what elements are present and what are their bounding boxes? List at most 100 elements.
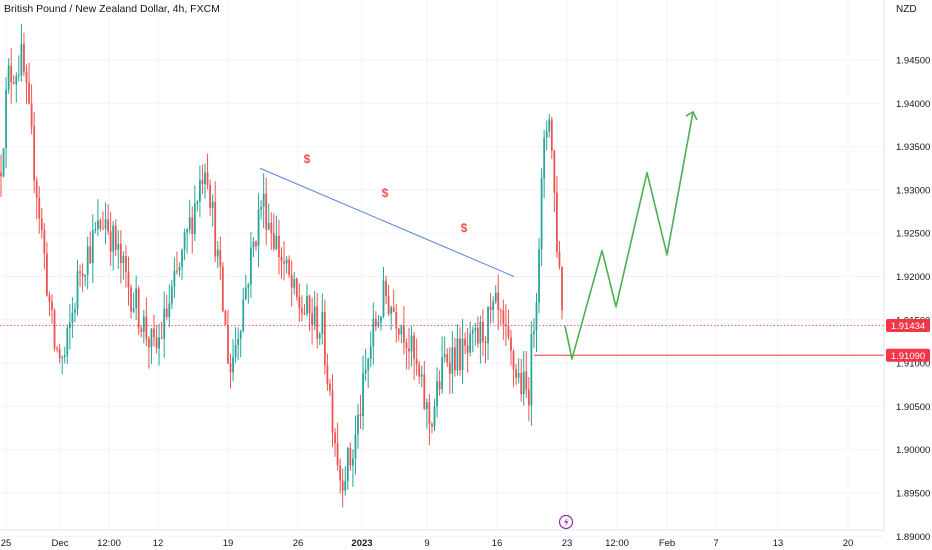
events-marker[interactable] <box>558 514 574 530</box>
candle-body <box>334 432 336 444</box>
candle-body <box>181 249 183 267</box>
candle-body <box>0 172 2 177</box>
candle-body <box>165 308 168 318</box>
candle-body <box>446 354 449 363</box>
y-tick-label: 1.91000 <box>896 359 930 370</box>
candle-body <box>372 318 375 347</box>
candle-body <box>438 381 441 390</box>
candle-body <box>262 193 265 207</box>
candle-body <box>7 65 10 90</box>
projection-path[interactable] <box>564 111 694 360</box>
candle-body <box>125 256 127 273</box>
candle-body <box>12 82 15 84</box>
candle-body <box>538 249 540 303</box>
candle-body <box>346 447 349 482</box>
candle-body <box>145 316 148 339</box>
candle-body <box>497 292 500 311</box>
candle-body <box>63 355 66 358</box>
candle-body <box>153 328 155 338</box>
y-tick-label: 1.92500 <box>896 229 930 240</box>
candle-body <box>285 259 288 264</box>
candle-body <box>142 316 145 332</box>
y-tick-label: 1.90000 <box>896 445 930 456</box>
candle-body <box>127 272 130 288</box>
candle-body <box>369 346 372 359</box>
candle-body <box>331 390 334 433</box>
candle-body <box>367 358 370 370</box>
trendline[interactable] <box>259 167 515 277</box>
candle-body <box>30 103 33 127</box>
candlestick-series <box>0 23 563 508</box>
candle-body <box>209 185 211 209</box>
candle-body <box>38 197 41 219</box>
candle-body <box>89 246 92 263</box>
candle-body <box>81 273 84 277</box>
y-tick-label: 1.93000 <box>896 185 930 196</box>
candle-body <box>91 230 94 263</box>
candle-body <box>382 280 385 317</box>
price-badge-label: 1.91090 <box>891 351 925 362</box>
y-tick-label: 1.94000 <box>896 99 930 110</box>
candle-body <box>201 180 204 184</box>
candle-body <box>94 229 97 231</box>
candle-body <box>357 414 359 435</box>
x-tick-label: 12:00 <box>97 538 121 549</box>
candle-body <box>270 222 273 234</box>
candle-body <box>28 82 30 104</box>
y-tick-label: 1.90500 <box>896 402 930 413</box>
candle-body <box>255 241 257 246</box>
candle-body <box>308 295 311 314</box>
candle-body <box>97 220 99 230</box>
candle-body <box>102 228 104 230</box>
candle-body <box>20 43 23 76</box>
candle-body <box>257 209 260 246</box>
candle-body <box>425 402 428 409</box>
candle-body <box>323 311 326 366</box>
candle-body <box>313 306 316 325</box>
candle-body <box>160 337 163 339</box>
candle-body <box>137 288 140 329</box>
candle-body <box>122 256 125 264</box>
candle-body <box>431 424 433 427</box>
candle-body <box>494 292 497 302</box>
candle-body <box>239 330 242 339</box>
price-axis[interactable]: 1.955001.945001.940001.935001.930001.925… <box>896 0 930 543</box>
candle-body <box>349 447 352 466</box>
candle-body <box>471 330 474 334</box>
x-tick-label: Dec <box>52 538 69 549</box>
candle-body <box>206 172 209 186</box>
candle-body <box>23 43 25 72</box>
candle-body <box>530 333 533 406</box>
candle-body <box>46 253 48 296</box>
candle-body <box>283 261 285 264</box>
candle-body <box>329 384 331 391</box>
candle-body <box>423 374 426 409</box>
candle-body <box>410 335 413 352</box>
candle-body <box>40 218 43 231</box>
candle-body <box>484 341 487 344</box>
candle-body <box>380 316 382 323</box>
candle-body <box>163 308 166 339</box>
candle-body <box>130 287 132 312</box>
candle-body <box>176 270 178 272</box>
candle-body <box>74 309 76 313</box>
candle-body <box>326 365 329 385</box>
candle-body <box>178 266 181 271</box>
x-tick-label: Feb <box>659 538 675 549</box>
candle-body <box>306 295 308 314</box>
candle-body <box>482 321 484 342</box>
candle-body <box>517 373 520 378</box>
candle-body <box>84 274 87 277</box>
candle-body <box>173 270 176 287</box>
time-axis[interactable]: 25 Dec 12:00 12 19 26 2023 9 16 23 12:00 Feb 7 13 20 <box>1 538 854 549</box>
candle-body <box>272 233 275 249</box>
x-tick-label: 23 <box>562 538 573 549</box>
candle-body <box>211 201 214 209</box>
candle-body <box>359 414 362 416</box>
candle-body <box>15 76 18 84</box>
candle-body <box>117 243 120 250</box>
y-tick-label: 1.89500 <box>896 489 930 500</box>
candle-body <box>278 235 280 257</box>
candle-body <box>107 219 109 232</box>
